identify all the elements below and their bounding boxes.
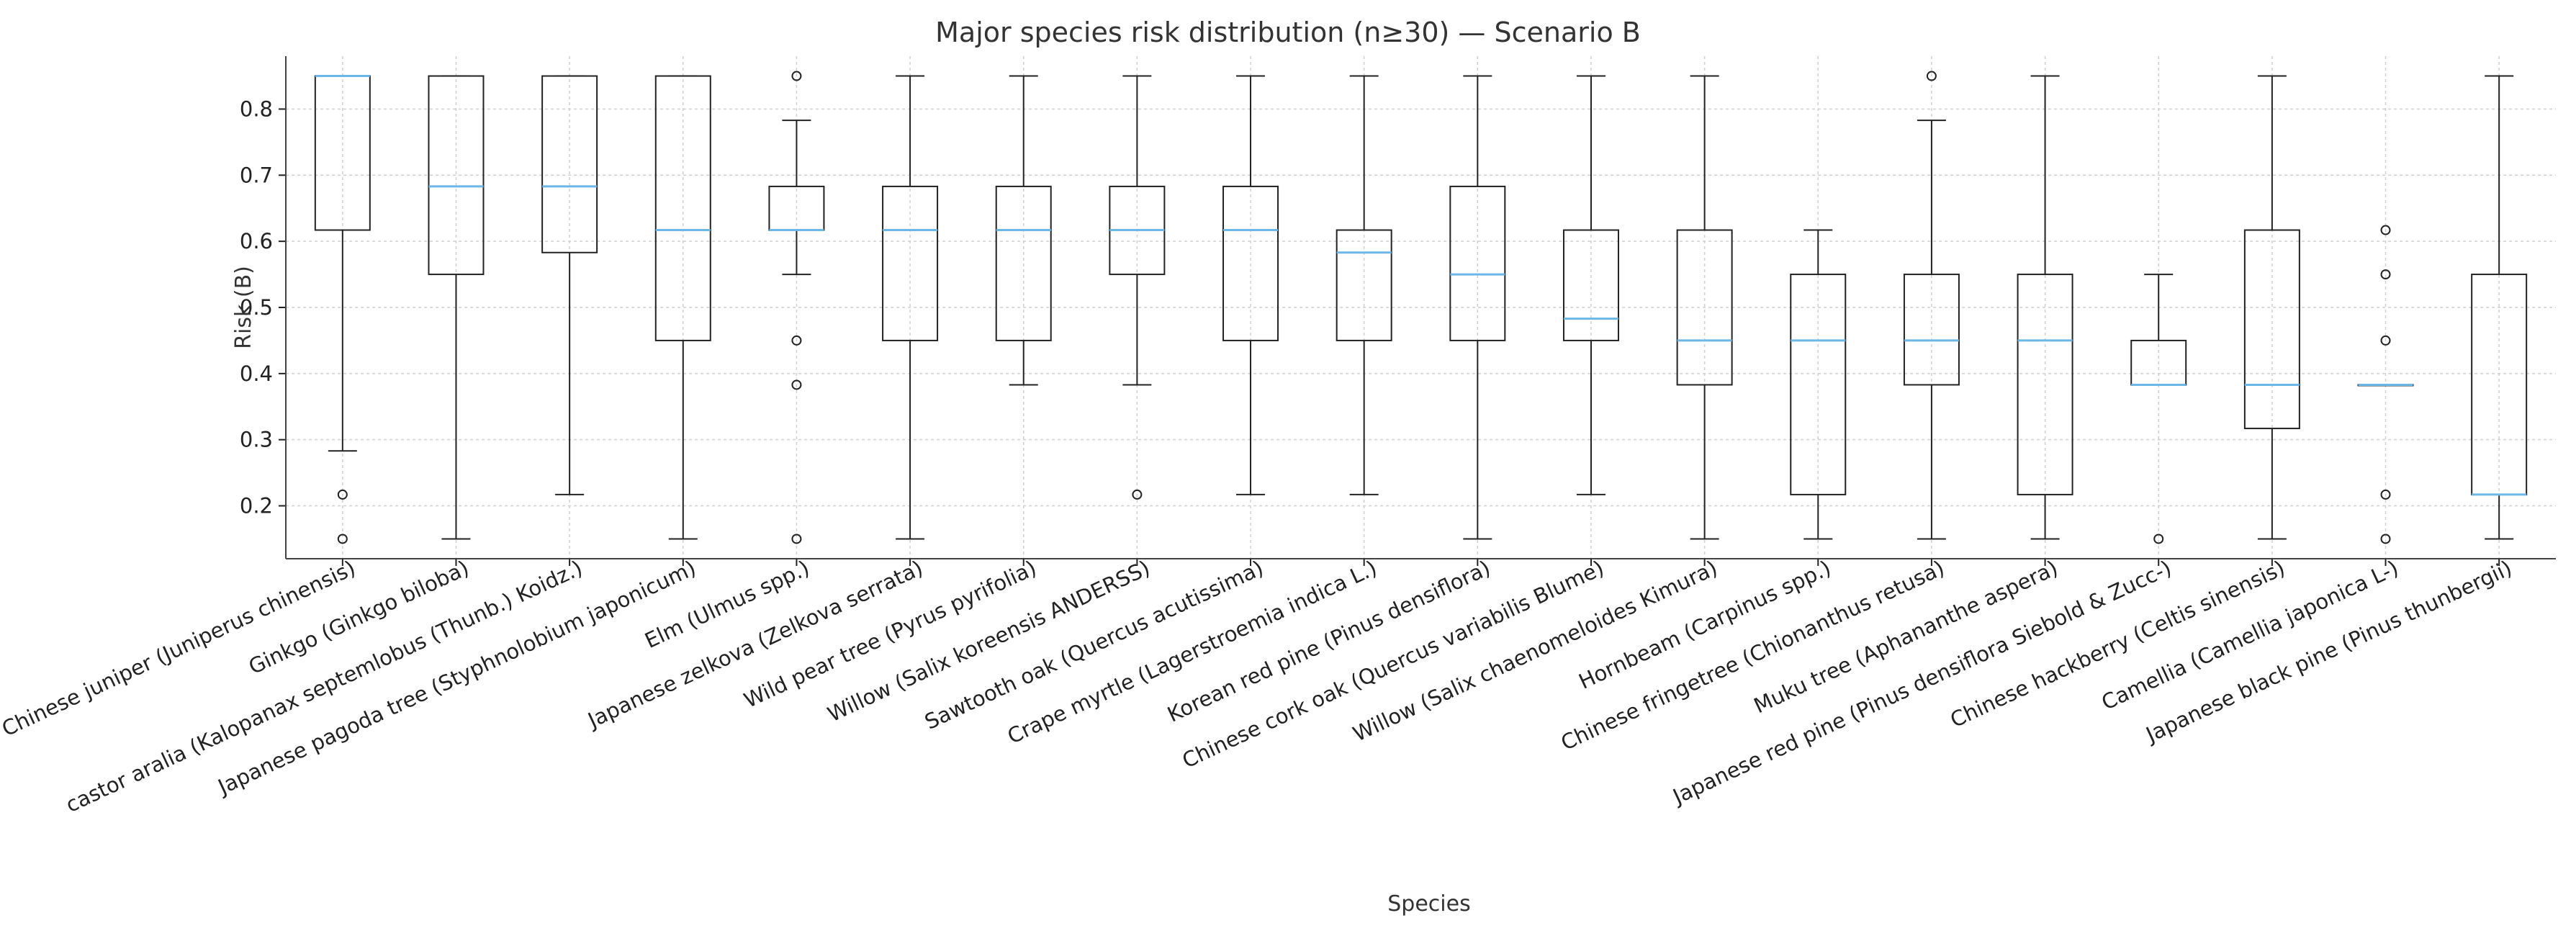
outlier-point — [2380, 534, 2391, 544]
outlier-point — [2380, 225, 2391, 235]
outlier-point — [791, 534, 802, 544]
axis-layer — [279, 56, 2556, 566]
box-rectangle — [1676, 229, 1733, 386]
outlier-point — [2380, 269, 2391, 280]
box-rectangle — [1336, 229, 1392, 341]
outlier-point — [791, 71, 802, 81]
x-tick-label: castor aralia (Kalopanax septemlobus (Th… — [62, 556, 586, 818]
outlier-point — [2380, 489, 2391, 500]
y-tick-label: 0.7 — [240, 163, 273, 187]
y-tick-label: 0.8 — [240, 96, 273, 121]
box-rectangle — [1222, 185, 1279, 341]
grid-layer — [286, 56, 2556, 559]
box-rectangle — [654, 75, 711, 341]
y-tick-label: 0.2 — [240, 494, 273, 518]
box-rectangle — [541, 75, 598, 253]
outlier-point — [791, 379, 802, 390]
box-rectangle — [2017, 274, 2073, 495]
box-rectangle — [1903, 274, 1960, 386]
box-rectangle — [428, 75, 485, 276]
outlier-point — [791, 335, 802, 346]
outlier-point — [1926, 71, 1937, 81]
box-rectangle — [995, 185, 1052, 341]
x-axis-title: Species — [1387, 891, 1470, 917]
y-tick-label: 0.5 — [240, 295, 273, 320]
outlier-point — [2153, 534, 2164, 544]
y-tick-label: 0.6 — [240, 229, 273, 253]
box-rectangle — [1562, 229, 1619, 341]
box-layer — [314, 71, 2528, 544]
box-rectangle — [2243, 229, 2300, 430]
outlier-point — [337, 534, 348, 544]
box-rectangle — [1449, 185, 1506, 341]
outlier-point — [2380, 335, 2391, 346]
outlier-point — [337, 489, 348, 500]
y-axis-title: Risk (B) — [231, 266, 256, 349]
box-rectangle — [1790, 274, 1847, 495]
outlier-point — [1132, 489, 1143, 500]
y-tick-label: 0.3 — [240, 428, 273, 452]
y-tick-label: 0.4 — [240, 361, 273, 386]
chart-title: Major species risk distribution (n≥30) —… — [935, 17, 1641, 48]
box-rectangle — [882, 185, 939, 341]
